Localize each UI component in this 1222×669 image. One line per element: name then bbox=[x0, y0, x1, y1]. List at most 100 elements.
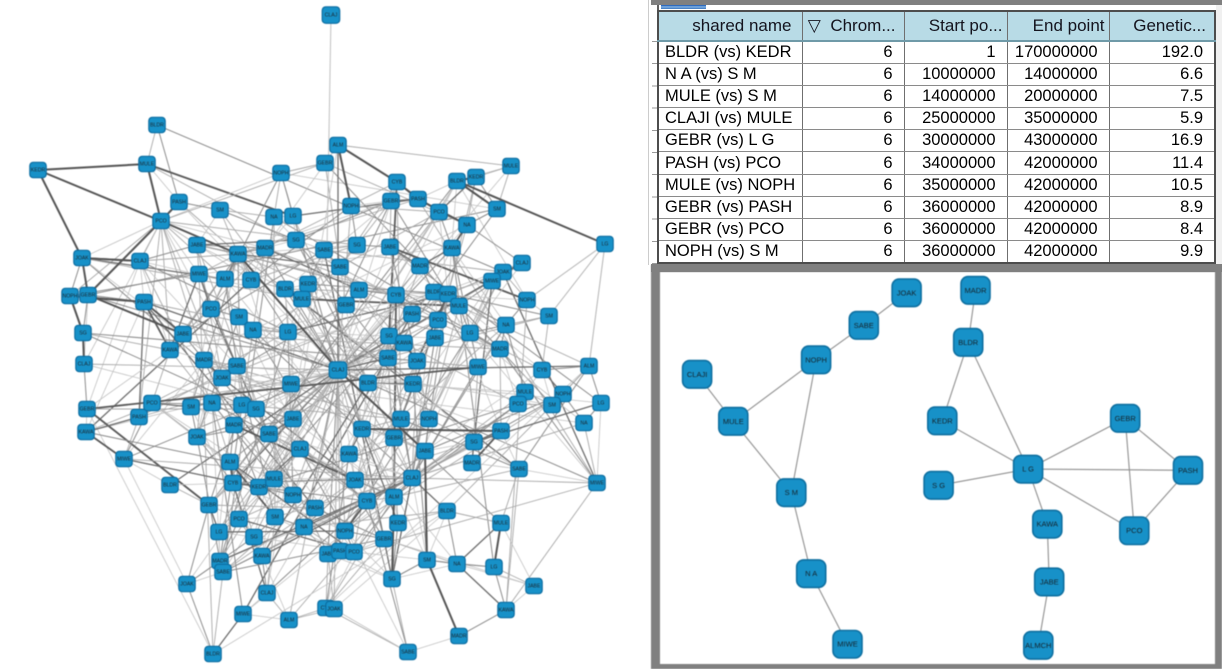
svg-text:JOAK: JOAK bbox=[215, 376, 229, 382]
svg-text:GEBR: GEBR bbox=[202, 503, 217, 509]
svg-text:JOAK: JOAK bbox=[75, 256, 89, 262]
svg-text:PASH: PASH bbox=[411, 197, 425, 203]
svg-text:GEBR: GEBR bbox=[80, 407, 95, 413]
svg-text:GEBR: GEBR bbox=[318, 161, 333, 167]
svg-text:MULE: MULE bbox=[452, 304, 467, 310]
svg-text:MIWE: MIWE bbox=[471, 365, 486, 371]
svg-text:NOPH: NOPH bbox=[338, 529, 353, 535]
svg-text:NA: NA bbox=[502, 323, 510, 329]
svg-text:KEDR: KEDR bbox=[301, 282, 316, 288]
svg-text:MADR: MADR bbox=[212, 559, 228, 565]
svg-text:PCO: PCO bbox=[155, 219, 166, 225]
svg-text:BLDR: BLDR bbox=[361, 381, 375, 387]
svg-text:NA: NA bbox=[300, 525, 308, 531]
svg-text:KEDR: KEDR bbox=[391, 521, 406, 527]
svg-text:KAWA: KAWA bbox=[499, 608, 514, 614]
svg-text:PCO: PCO bbox=[1126, 526, 1142, 535]
svg-text:NOPH: NOPH bbox=[274, 171, 289, 177]
svg-text:JOAK: JOAK bbox=[190, 435, 204, 441]
svg-text:CYB: CYB bbox=[228, 481, 239, 487]
svg-text:CLAJ: CLAJ bbox=[261, 591, 274, 597]
svg-text:MULE: MULE bbox=[140, 162, 155, 168]
svg-text:NOPH: NOPH bbox=[63, 294, 78, 300]
svg-text:MADR: MADR bbox=[464, 461, 480, 467]
svg-text:CLAJ: CLAJ bbox=[332, 368, 345, 374]
svg-text:GEBR: GEBR bbox=[384, 199, 399, 205]
svg-text:CLAJ: CLAJ bbox=[516, 261, 529, 267]
svg-text:LG: LG bbox=[491, 565, 498, 571]
svg-text:JABE: JABE bbox=[528, 584, 542, 590]
svg-text:BLDR: BLDR bbox=[206, 652, 220, 658]
svg-text:JOAK: JOAK bbox=[327, 607, 341, 613]
svg-text:MADR: MADR bbox=[226, 423, 242, 429]
svg-text:NOPH: NOPH bbox=[520, 298, 535, 304]
svg-text:KEDR: KEDR bbox=[441, 292, 456, 298]
svg-text:GEBR: GEBR bbox=[339, 303, 354, 309]
svg-text:KAWA: KAWA bbox=[397, 341, 412, 347]
svg-text:MULE: MULE bbox=[518, 390, 533, 396]
svg-text:BLDR: BLDR bbox=[450, 179, 464, 185]
svg-text:KEDR: KEDR bbox=[31, 168, 46, 174]
svg-text:CLAJ: CLAJ bbox=[294, 447, 307, 453]
svg-text:ALM: ALM bbox=[220, 277, 231, 283]
svg-text:PCO: PCO bbox=[512, 402, 523, 408]
svg-text:CLAJI: CLAJI bbox=[687, 370, 707, 379]
svg-text:KEDR: KEDR bbox=[406, 382, 421, 388]
svg-text:ALM: ALM bbox=[354, 288, 365, 294]
svg-text:JABE: JABE bbox=[287, 417, 301, 423]
svg-text:MADR: MADR bbox=[196, 358, 212, 364]
svg-text:MULE: MULE bbox=[295, 297, 310, 303]
svg-text:CYB: CYB bbox=[246, 278, 257, 284]
svg-text:SM: SM bbox=[216, 208, 224, 214]
svg-text:JOAK: JOAK bbox=[180, 582, 194, 588]
svg-text:SM: SM bbox=[548, 403, 556, 409]
svg-text:MIWE: MIWE bbox=[837, 640, 857, 649]
svg-text:MADR: MADR bbox=[451, 634, 467, 640]
svg-text:L G: L G bbox=[1022, 465, 1034, 474]
svg-text:MADR: MADR bbox=[964, 286, 987, 295]
svg-text:SABE: SABE bbox=[317, 248, 331, 254]
svg-text:KAWA: KAWA bbox=[163, 348, 178, 354]
svg-text:ALM: ALM bbox=[284, 618, 295, 624]
svg-text:GEBR: GEBR bbox=[1115, 414, 1137, 423]
svg-text:SG: SG bbox=[470, 440, 478, 446]
svg-text:CYB: CYB bbox=[391, 293, 402, 299]
svg-text:NA: NA bbox=[270, 215, 278, 221]
svg-text:SG: SG bbox=[250, 535, 258, 541]
svg-text:LG: LG bbox=[285, 330, 292, 336]
svg-text:MULE: MULE bbox=[394, 417, 409, 423]
svg-text:KAWA: KAWA bbox=[231, 252, 246, 258]
svg-text:NOPH: NOPH bbox=[344, 204, 359, 210]
svg-text:JABE: JABE bbox=[1040, 578, 1059, 587]
svg-text:SABE: SABE bbox=[230, 364, 244, 370]
svg-text:SG: SG bbox=[353, 243, 361, 249]
svg-text:PASH: PASH bbox=[308, 506, 322, 512]
svg-text:BLDR: BLDR bbox=[440, 509, 454, 515]
svg-text:SG: SG bbox=[79, 331, 87, 337]
svg-text:PASH: PASH bbox=[405, 312, 419, 318]
svg-text:KAWA: KAWA bbox=[342, 452, 357, 458]
svg-text:JOAK: JOAK bbox=[348, 478, 362, 484]
svg-text:MULE: MULE bbox=[723, 417, 744, 426]
svg-text:ALM: ALM bbox=[333, 143, 344, 149]
svg-text:CLAJ: CLAJ bbox=[78, 362, 91, 368]
svg-text:MIWE: MIWE bbox=[117, 457, 132, 463]
svg-text:JOAK: JOAK bbox=[897, 288, 917, 297]
svg-text:MULE: MULE bbox=[267, 477, 282, 483]
svg-text:PCO: PCO bbox=[432, 318, 443, 324]
svg-text:NA: NA bbox=[463, 223, 471, 229]
svg-text:KEDR: KEDR bbox=[252, 485, 267, 491]
svg-text:JABE: JABE bbox=[191, 243, 205, 249]
svg-text:MIWE: MIWE bbox=[284, 382, 299, 388]
svg-text:GEBR: GEBR bbox=[387, 436, 402, 442]
svg-text:MULE: MULE bbox=[494, 521, 509, 527]
svg-text:KAWA: KAWA bbox=[445, 246, 460, 252]
svg-text:JABE: JABE bbox=[322, 552, 336, 558]
svg-text:MIWE: MIWE bbox=[236, 612, 251, 618]
svg-text:NOPH: NOPH bbox=[805, 355, 827, 364]
svg-text:GEBR: GEBR bbox=[81, 293, 96, 299]
svg-text:SABE: SABE bbox=[262, 432, 276, 438]
svg-text:PASH: PASH bbox=[137, 300, 151, 306]
svg-text:MADR: MADR bbox=[257, 246, 273, 252]
svg-text:LG: LG bbox=[290, 214, 297, 220]
